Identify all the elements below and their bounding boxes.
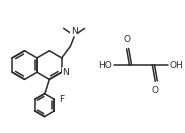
Text: O: O [152,86,159,95]
Text: N: N [62,68,69,77]
Text: N: N [71,27,78,36]
Text: HO: HO [99,61,112,70]
Text: O: O [123,35,130,44]
Text: OH: OH [169,61,183,70]
Text: F: F [59,95,64,104]
